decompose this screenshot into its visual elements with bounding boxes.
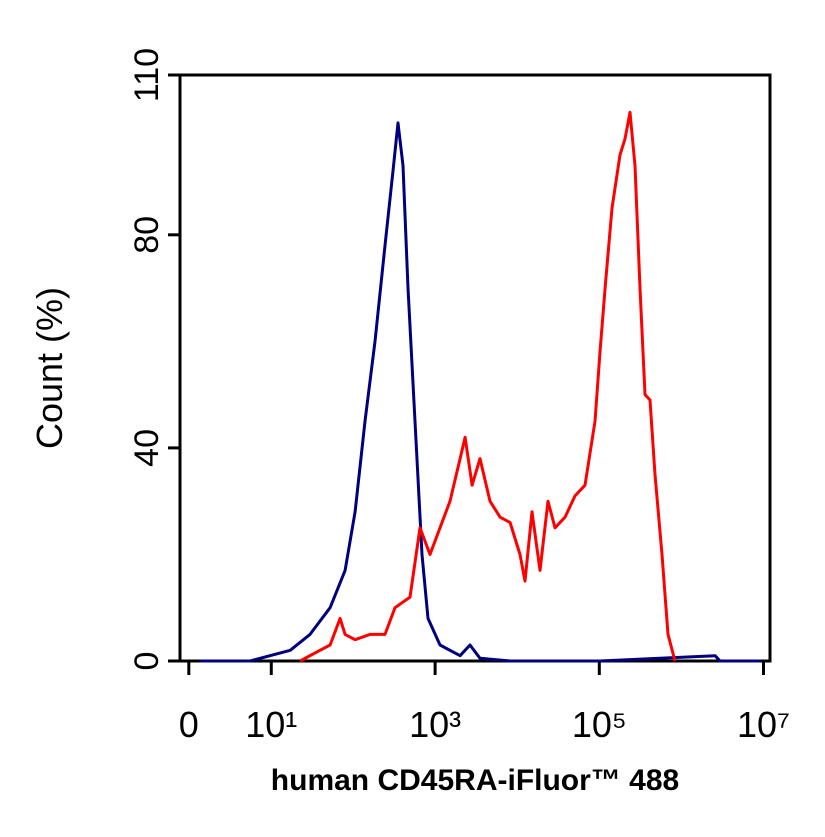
y-tick-label: 0 — [128, 652, 166, 671]
x-axis-title: human CD45RA-iFluor™ 488 — [271, 764, 679, 797]
x-tick-label: 10⁵ — [572, 704, 627, 745]
x-tick-label: 10³ — [409, 704, 461, 745]
y-tick-label: 80 — [128, 216, 166, 254]
plot-frame — [178, 73, 772, 663]
x-tick-label: 10¹ — [245, 704, 297, 745]
y-axis-title: Count (%) — [29, 287, 70, 449]
histogram-line — [200, 121, 761, 663]
histogram-line — [299, 110, 677, 663]
y-tick-label: 40 — [128, 429, 166, 467]
x-tick-label: 10⁷ — [737, 704, 790, 745]
y-tick-label: 110 — [128, 48, 166, 102]
x-tick-label: 0 — [179, 704, 199, 745]
